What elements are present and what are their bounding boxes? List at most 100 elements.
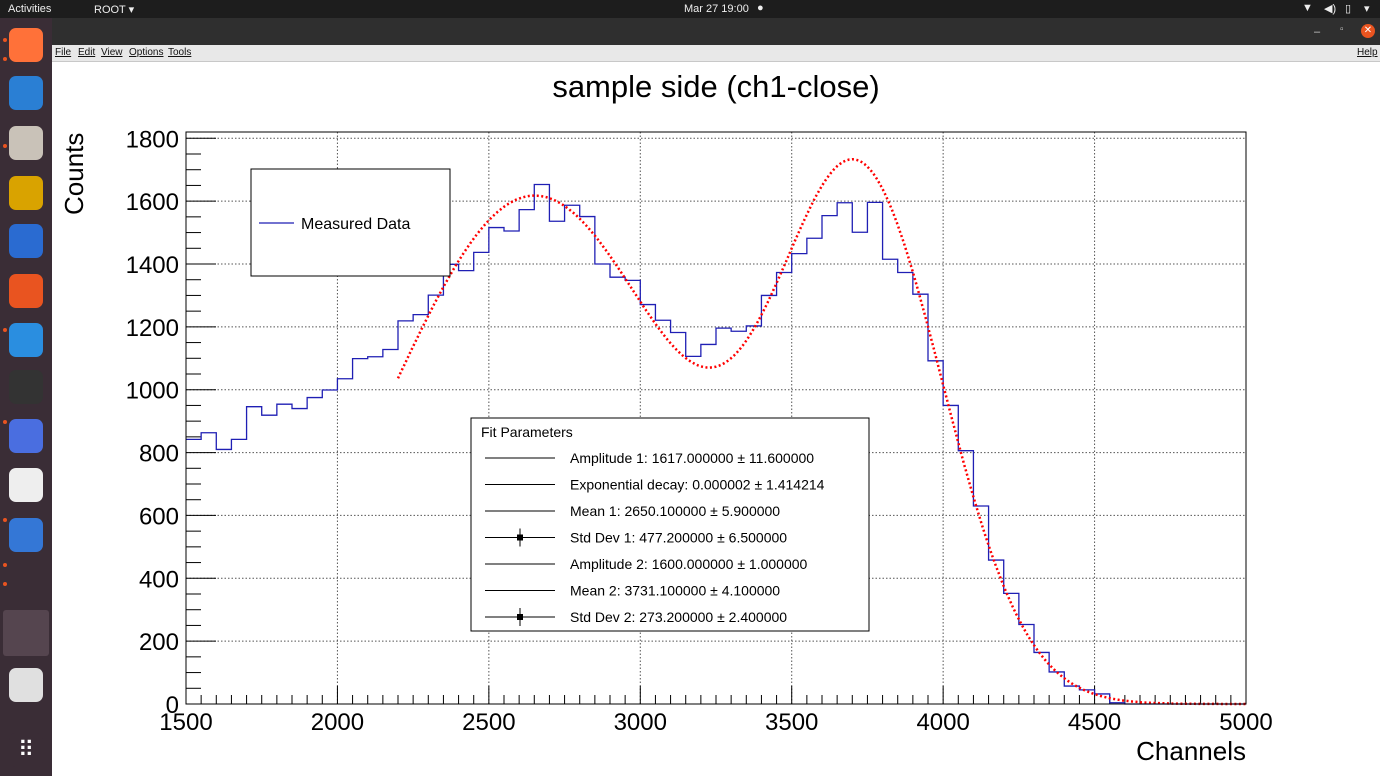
show-apps-icon[interactable]: ⠿: [9, 733, 43, 767]
menu-tools[interactable]: Tools: [168, 47, 192, 58]
menu-help[interactable]: Help: [1357, 47, 1378, 58]
running-indicator-dot: [3, 420, 7, 424]
removable-drive-icon[interactable]: [9, 668, 43, 702]
x-tick-label: 1500: [159, 709, 212, 736]
legend: Measured Data: [250, 168, 451, 277]
histogram-bin: [943, 405, 958, 704]
y-tick-label: 1800: [126, 126, 179, 153]
y-axis-label: Counts: [59, 133, 89, 215]
y-tick-label: 1000: [126, 378, 179, 405]
menu-view[interactable]: View: [101, 47, 123, 58]
histogram-bin: [277, 404, 292, 704]
histogram-bin: [353, 359, 368, 704]
thunderbird-icon[interactable]: [9, 76, 43, 110]
histogram-bin: [1004, 593, 1019, 704]
x-tick-label: 4000: [916, 709, 969, 736]
histogram-bin: [247, 407, 262, 704]
histogram-bin: [307, 398, 322, 704]
fit-parameters-box: Fit Parameters Amplitude 1: 1617.000000 …: [470, 417, 870, 632]
histogram-bin: [337, 379, 352, 704]
menu-file[interactable]: File: [55, 47, 72, 58]
files-icon[interactable]: [9, 126, 43, 160]
running-indicator-dot: [3, 582, 7, 586]
histogram-bin: [413, 315, 428, 704]
fit-curve: [396, 157, 1246, 706]
firefox-icon[interactable]: [9, 28, 43, 62]
fit-parameter-label: Mean 1: 2650.100000 ± 5.900000: [570, 503, 780, 519]
legend-label-measured: Measured Data: [301, 216, 410, 233]
screenshot-icon[interactable]: [9, 419, 43, 453]
y-tick-label: 1600: [126, 189, 179, 216]
histogram-bin: [428, 295, 443, 704]
histogram-bin: [186, 439, 201, 704]
histogram-bin: [1064, 686, 1079, 704]
histogram-bin: [928, 361, 943, 704]
rhythmbox-icon[interactable]: [9, 176, 43, 210]
app-menu-root[interactable]: ROOT ▾: [94, 4, 135, 16]
menu-bar: File Edit View Options Tools Help: [52, 45, 1380, 62]
terminal-icon[interactable]: [9, 370, 43, 404]
x-tick-label: 2500: [462, 709, 515, 736]
fit-parameter-label: Amplitude 1: 1617.000000 ± 11.600000: [570, 450, 814, 466]
running-indicator-dot: [3, 57, 7, 61]
text-editor-icon[interactable]: [9, 518, 43, 552]
x-tick-label: 4500: [1068, 709, 1121, 736]
running-indicator-dot: [3, 328, 7, 332]
volume-icon[interactable]: ◀): [1324, 3, 1337, 15]
histogram-bin: [262, 415, 277, 704]
histogram-bin: [1079, 690, 1094, 704]
menu-edit[interactable]: Edit: [78, 47, 96, 58]
wifi-icon[interactable]: ▼: [1302, 2, 1313, 14]
histogram-bin: [898, 272, 913, 704]
fit-parameter-label: Std Dev 1: 477.200000 ± 6.500000: [570, 530, 787, 546]
minimize-button[interactable]: –: [1314, 26, 1321, 38]
activities-button[interactable]: Activities: [8, 3, 52, 15]
battery-icon[interactable]: ▯: [1345, 3, 1352, 15]
x-tick-label: 3500: [765, 709, 818, 736]
histogram-bin: [292, 409, 307, 704]
running-indicator-dot: [3, 518, 7, 522]
x-tick-label: 5000: [1219, 709, 1272, 736]
clock[interactable]: Mar 27 19:00: [684, 3, 749, 15]
dock: ⠿: [0, 18, 52, 776]
histogram-line: [186, 183, 1246, 705]
y-tick-label: 400: [139, 566, 179, 593]
root-canvas[interactable]: sample side (ch1-close) Counts Channels …: [52, 62, 1380, 776]
histogram-bin: [883, 259, 898, 704]
fit-parameter-label: Exponential decay: 0.000002 ± 1.414214: [570, 477, 825, 493]
plot-frame: [185, 131, 1247, 705]
y-tick-label: 800: [139, 441, 179, 468]
histogram-bin: [958, 451, 973, 704]
x-tick-label: 2000: [311, 709, 364, 736]
histogram-bin: [1049, 672, 1064, 704]
histogram-bin: [398, 321, 413, 704]
histogram-bin: [1019, 624, 1034, 704]
close-button[interactable]: ✕: [1361, 24, 1375, 38]
window-titlebar: – ▫ ✕: [52, 18, 1380, 45]
maximize-button[interactable]: ▫: [1340, 24, 1344, 35]
histogram-bin: [383, 349, 398, 704]
software-center-icon[interactable]: [9, 274, 43, 308]
document-viewer-icon[interactable]: [9, 468, 43, 502]
histogram-bin: [1034, 652, 1049, 704]
histogram-bin: [322, 390, 337, 704]
libreoffice-writer-icon[interactable]: [9, 224, 43, 258]
running-indicator-dot: [3, 144, 7, 148]
chart-title: sample side (ch1-close): [552, 69, 879, 104]
histogram-bin: [867, 202, 882, 704]
x-tick-label: 3000: [614, 709, 667, 736]
system-menu-chevron-icon[interactable]: ▾: [1364, 3, 1370, 15]
fit-parameter-label: Std Dev 2: 273.200000 ± 2.400000: [570, 609, 787, 625]
x-axis-label: Channels: [1136, 736, 1246, 766]
menu-options[interactable]: Options: [129, 47, 164, 58]
app-menu-label: ROOT: [94, 4, 126, 16]
running-app-icon[interactable]: [3, 610, 49, 656]
histogram-bin: [231, 439, 246, 704]
y-tick-label: 200: [139, 629, 179, 656]
help-icon[interactable]: [9, 323, 43, 357]
fit-parameter-label: Mean 2: 3731.100000 ± 4.100000: [570, 583, 780, 599]
running-indicator-dot: [3, 38, 7, 42]
histogram-bin: [368, 357, 383, 704]
histogram-bin: [973, 506, 988, 704]
notification-dot-icon: ●: [757, 2, 764, 14]
